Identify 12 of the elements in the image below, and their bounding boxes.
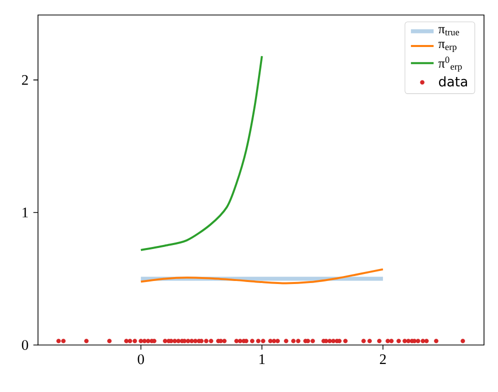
legend-label: π$^{0}$erp: [438, 56, 462, 72]
legend-label: π$_{true}$: [438, 27, 460, 36]
y-tick-label: 0: [22, 340, 28, 350]
x-tick-label: 2: [380, 354, 386, 364]
x-tick-label: 0: [138, 354, 144, 364]
legend-label: π$_{erp}$: [438, 42, 456, 52]
x-tick-label: 1: [260, 354, 265, 364]
y-tick-label: 1: [22, 208, 28, 218]
legend-label: data: [438, 76, 467, 87]
line-series: [140, 268, 384, 284]
y-tick-label: 2: [22, 75, 28, 85]
line-series: [140, 55, 263, 251]
